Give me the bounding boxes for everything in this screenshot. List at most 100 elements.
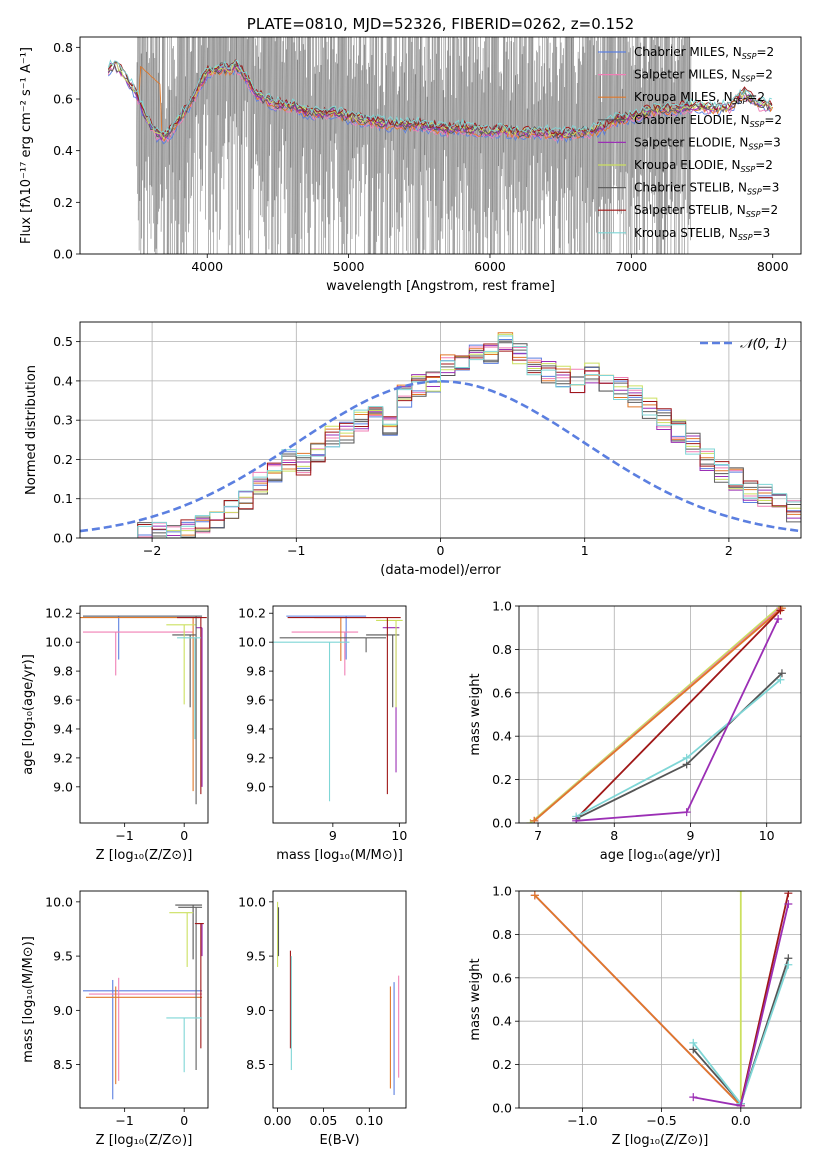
weight-marker (530, 891, 539, 900)
y-axis-label: age [log₁₀(age/yr)] (21, 654, 36, 775)
weight-marker (689, 1093, 698, 1102)
legend-label-normal: 𝒩(0, 1) (740, 337, 787, 352)
weight-vs-age-panel: 7 8 9 10 0.0 0.2 0.4 0.6 0.8 1.0 age [log₁₀(age/yr… (468, 599, 802, 863)
y-tick-label: 10.0 (238, 894, 266, 909)
y-tick-label: 0.8 (492, 927, 512, 942)
x-tick-label: −0.5 (646, 1113, 676, 1128)
weight-marker (682, 753, 691, 762)
y-tick-label: 0.2 (53, 452, 73, 467)
y-tick-label: 9.2 (246, 750, 266, 765)
x-axis-label: mass [log₁₀(M/M⊙)] (276, 848, 403, 863)
age-vs-mass-panel: 9 10 9.0 9.2 9.4 9.6 9.8 10.0 10.2 mass [log₁₀(M/… (238, 605, 407, 863)
normal-curve (80, 379, 801, 533)
x-tick-label: 2 (725, 543, 733, 558)
legend-label-8: Salpeter STELIB, NSSP=2 (634, 203, 778, 219)
weight-marker (777, 669, 786, 678)
residuals-panel: −2 −1 0 1 2 0.0 0.1 0.2 0.3 0.4 0.5 (data-model)/er… (24, 321, 802, 578)
mass-vs-Z-panel: −1 0 8.5 9.0 9.5 10.0 Z [log₁₀(Z/Z⊙)] mass [log… (21, 890, 209, 1148)
weight-vs-Z-plot-area (530, 891, 793, 1108)
y-tick-label: 1.0 (492, 599, 512, 614)
y-axis-label: mass [log₁₀(M/M⊙)] (21, 936, 36, 1063)
mass-vs-EBV-panel: 0.00 0.05 0.10 8.5 9.0 9.5 10.0 E(B-V) (238, 890, 407, 1148)
y-tick-label: 10.2 (45, 606, 73, 621)
x-tick-label: 8 (610, 828, 618, 843)
y-tick-label: 0.2 (492, 1057, 512, 1072)
mass-vs-EBV-plot-area (277, 901, 400, 1095)
y-tick-label: 8.5 (53, 1057, 73, 1072)
x-tick-label: 0.00 (264, 1113, 292, 1128)
y-tick-label: 9.5 (246, 949, 266, 964)
y-tick-label: 8.5 (246, 1057, 266, 1072)
axes-frame (272, 605, 407, 824)
y-tick-label: 10.0 (45, 635, 73, 650)
weight-vs-Z-panel: −1.0 −0.5 0.0 0.0 0.2 0.4 0.6 0.8 1.0 Z [log₁₀(Z/… (468, 884, 802, 1148)
weight-marker (784, 960, 793, 969)
mass-vs-Z-plot-area (82, 904, 204, 1100)
weight-line-4 (534, 894, 742, 1107)
y-tick-label: 9.8 (53, 664, 73, 679)
y-tick-label: 0.6 (492, 685, 512, 700)
y-tick-label: 0.5 (53, 334, 73, 349)
x-tick-label: 9 (687, 828, 695, 843)
y-tick-label: 0.8 (53, 40, 73, 55)
chart-title: PLATE=0810, MJD=52326, FIBERID=0262, z=0… (247, 15, 634, 33)
age-vs-Z-panel: −1 0 9.0 9.2 9.4 9.6 9.8 10.0 10.2 Z [log₁₀(Z/Z⊙)… (21, 605, 209, 863)
weight-line-5 (575, 609, 782, 820)
y-tick-label: 9.0 (246, 779, 266, 794)
y-tick-label: 0.8 (492, 642, 512, 657)
histogram-legend: 𝒩(0, 1) (700, 337, 787, 352)
x-tick-label: −1 (115, 828, 133, 843)
y-tick-label: 9.2 (53, 750, 73, 765)
axes-frame (518, 890, 802, 1109)
axes-frame (79, 321, 802, 539)
histogram-series-9 (123, 335, 801, 538)
legend-label-9: Kroupa STELIB, NSSP=3 (634, 226, 770, 242)
histogram-plot-area (80, 332, 801, 538)
x-axis-label: (data-model)/error (380, 563, 501, 578)
weight-marker (784, 891, 793, 898)
x-tick-label: 7000 (615, 259, 647, 274)
x-tick-label: −2 (143, 543, 161, 558)
legend-label-1: Chabrier MILES, NSSP=2 (634, 45, 774, 61)
y-tick-label: 0.0 (492, 816, 512, 831)
weight-marker (776, 675, 785, 684)
age-vs-mass-plot-area (273, 615, 403, 802)
weight-line-4 (533, 607, 783, 822)
y-tick-label: 0.4 (492, 729, 512, 744)
spectrum-panel: PLATE=0810, MJD=52326, FIBERID=0262, z=0… (19, 15, 802, 294)
legend-label-5: Salpeter ELODIE, NSSP=3 (634, 135, 781, 151)
x-tick-label: 0 (437, 543, 445, 558)
weight-marker (682, 808, 691, 817)
x-tick-label: −1 (115, 1113, 133, 1128)
x-axis-label: Z [log₁₀(Z/Z⊙)] (96, 1133, 193, 1148)
legend-label-7: Chabrier STELIB, NSSP=3 (634, 181, 779, 197)
x-tick-label: 6000 (474, 259, 506, 274)
y-tick-label: 9.0 (53, 1003, 73, 1018)
y-tick-label: 9.4 (246, 721, 266, 736)
y-tick-label: 0.2 (53, 195, 73, 210)
y-axis-label: mass weight (468, 673, 483, 755)
x-tick-label: 10 (391, 828, 407, 843)
histogram-series-4 (123, 340, 801, 538)
x-tick-label: 1 (581, 543, 589, 558)
y-tick-label: 9.0 (246, 1003, 266, 1018)
weight-marker (774, 615, 783, 624)
legend-label-2: Salpeter MILES, NSSP=2 (634, 68, 773, 84)
x-tick-label: 0 (180, 1113, 188, 1128)
y-tick-label: 10.2 (238, 606, 266, 621)
y-tick-label: 9.8 (246, 664, 266, 679)
y-axis-label: Normed distribution (24, 365, 39, 495)
x-tick-label: 0.0 (731, 1113, 751, 1128)
model-line-9 (107, 59, 773, 135)
x-tick-label: 0.05 (310, 1113, 338, 1128)
y-tick-label: 0.3 (53, 413, 73, 428)
weight-vs-age-plot-area (526, 606, 786, 823)
axes-frame (79, 890, 209, 1109)
y-tick-label: 9.0 (53, 779, 73, 794)
y-tick-label: 0.4 (53, 373, 73, 388)
y-tick-label: 0.6 (53, 92, 73, 107)
spectrum-data-line (136, 37, 692, 254)
weight-line-7 (575, 679, 781, 818)
axes-frame (518, 605, 802, 824)
histogram-series-7 (123, 342, 801, 538)
